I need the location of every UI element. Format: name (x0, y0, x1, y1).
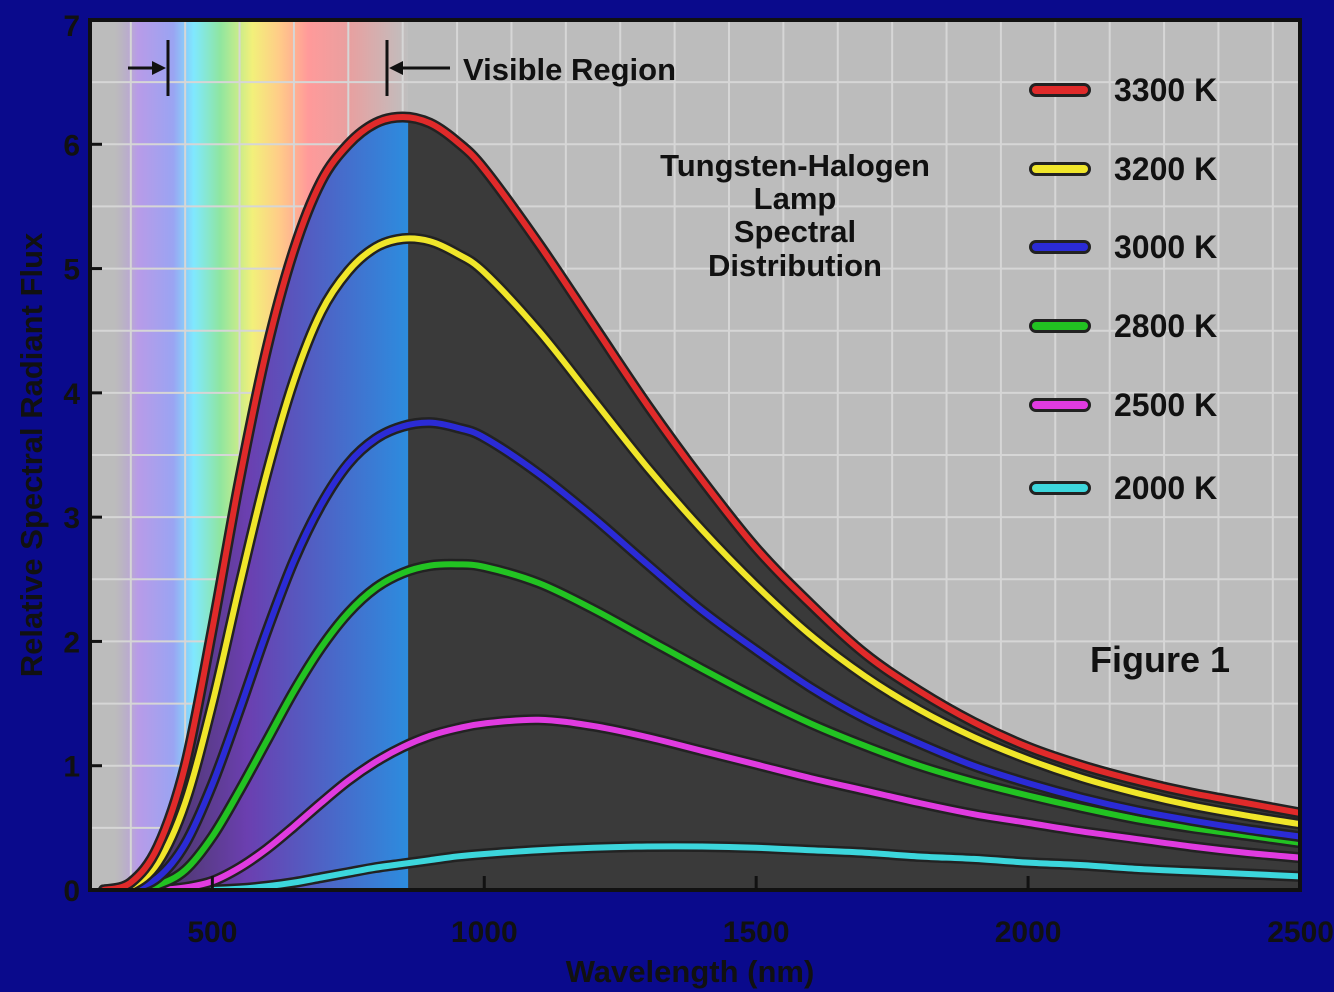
y-axis-ticks: 0 1 2 3 4 5 6 7 (63, 10, 102, 908)
legend-item-2000k: 2000 K (1029, 470, 1217, 506)
legend-item-3000k: 3000 K (1029, 229, 1217, 265)
legend-item-3300k: 3300 K (1029, 72, 1217, 108)
visible-region-right-arrowhead (389, 61, 403, 75)
chart-title-line-3: Spectral (734, 214, 856, 249)
series-line-3000k (100, 419, 1300, 890)
visible-region-left-arrowhead (152, 61, 166, 75)
y-axis-label: Relative Spectral Radiant Flux (14, 232, 49, 677)
y-tick-label: 2 (63, 626, 80, 659)
legend-label: 3000 K (1114, 229, 1217, 265)
legend-label: 3300 K (1114, 72, 1217, 108)
x-axis-ticks: 500 1000 1500 2000 2500 (187, 876, 1334, 949)
legend-label: 2500 K (1114, 387, 1217, 423)
legend-label: 2000 K (1114, 470, 1217, 506)
series-line-3200k (100, 235, 1300, 890)
visible-region-label: Visible Region (463, 52, 676, 87)
legend-item-3200k: 3200 K (1029, 151, 1217, 187)
legend-label: 3200 K (1114, 151, 1217, 187)
series-line-2500k (100, 716, 1300, 890)
legend-label: 2800 K (1114, 308, 1217, 344)
y-tick-label: 7 (63, 10, 80, 43)
figure-label: Figure 1 (1090, 639, 1230, 680)
legend: 3300 K 3200 K 3000 K 2800 K 2500 K 2000 K (1029, 72, 1217, 506)
y-tick-label: 4 (63, 378, 80, 411)
legend-item-2800k: 2800 K (1029, 308, 1217, 344)
x-tick-label: 2000 (995, 916, 1062, 949)
x-tick-label: 1500 (723, 916, 790, 949)
y-tick-label: 3 (63, 502, 80, 535)
x-tick-label: 2500 (1267, 916, 1334, 949)
y-tick-label: 5 (63, 254, 80, 287)
x-tick-label: 500 (187, 916, 237, 949)
chart-title-line-1: Tungsten-Halogen (660, 148, 930, 183)
y-tick-label: 6 (63, 129, 80, 162)
y-tick-label: 0 (63, 875, 80, 908)
legend-item-2500k: 2500 K (1029, 387, 1217, 423)
chart-title: Tungsten-Halogen Lamp Spectral Distribut… (660, 148, 930, 283)
x-axis-label: Wavelength (nm) (566, 954, 815, 989)
series-line-2800k (100, 561, 1300, 890)
chart-title-line-2: Lamp (754, 181, 837, 216)
series-line-3300k (100, 113, 1300, 890)
x-tick-label: 1000 (451, 916, 518, 949)
visible-region-annotation: Visible Region (128, 40, 676, 96)
chart-title-line-4: Distribution (708, 248, 882, 283)
y-tick-label: 1 (63, 751, 80, 784)
plot-frame (88, 18, 1302, 892)
